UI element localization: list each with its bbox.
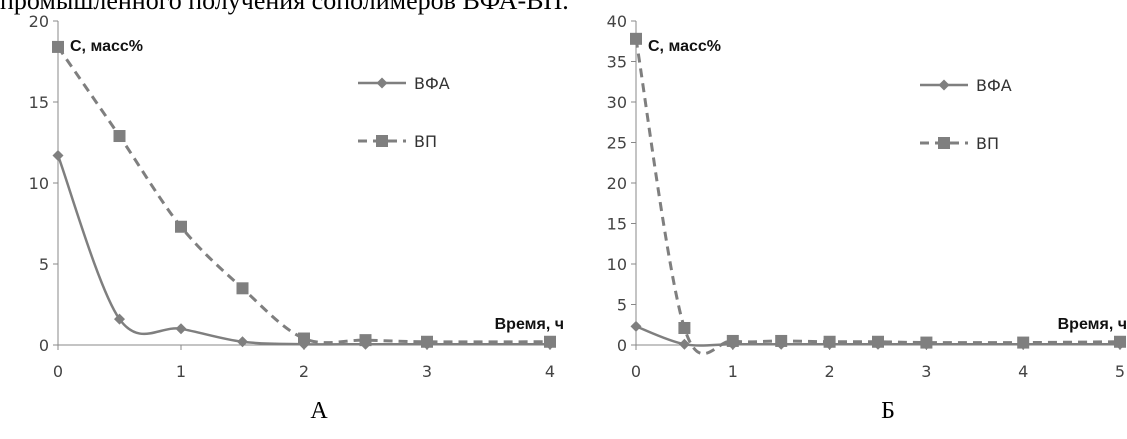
data-point-diamond	[630, 320, 642, 332]
x-axis-label: Время, ч	[495, 316, 564, 333]
data-point-square	[236, 282, 249, 295]
series-line-1	[56, 155, 550, 346]
x-tick-label: 4	[545, 362, 555, 381]
data-point-square	[920, 336, 933, 349]
series-line-2	[634, 38, 1121, 356]
data-point-diamond	[52, 149, 64, 161]
y-tick-label: 20	[29, 12, 49, 31]
data-point-diamond	[175, 323, 187, 335]
data-point-square	[359, 334, 372, 347]
data-point-diamond	[678, 338, 690, 350]
data-point-square	[298, 332, 310, 345]
y-tick-label: 35	[607, 53, 627, 72]
panel-label-a: А	[310, 398, 328, 424]
x-tick-label: 3	[921, 362, 931, 381]
legend-marker-diamond	[376, 77, 388, 89]
x-tick-label: 3	[422, 362, 432, 381]
x-tick-label: 0	[53, 362, 63, 381]
data-point-square	[726, 334, 739, 347]
data-point-square	[823, 335, 836, 348]
y-tick-label: 25	[607, 134, 627, 153]
y-tick-label: 10	[607, 255, 627, 274]
series-line-1	[635, 325, 1120, 347]
data-point-square	[52, 40, 64, 53]
data-point-square	[175, 220, 187, 233]
y-tick-label: 0	[617, 336, 627, 355]
caption-text: промышленного получения сополимеров ВФА-…	[0, 0, 569, 15]
y-axis-label: С, масс%	[648, 38, 721, 55]
y-tick-label: 0	[39, 336, 49, 355]
legend-marker-square	[376, 135, 388, 147]
y-tick-label: 5	[39, 255, 49, 274]
x-tick-label: 1	[728, 362, 738, 381]
legend-label: ВФА	[976, 76, 1012, 95]
y-axis-label: С, масс%	[70, 38, 143, 55]
y-tick-label: 10	[29, 174, 49, 193]
data-point-square	[872, 335, 884, 348]
legend-marker-diamond	[938, 79, 950, 91]
chart-b: 0 5 10 15 20 25 30 35 40 0 1 2 3 4 5 С, масс% Время, ч ВФ…	[607, 12, 1127, 381]
y-tick-label: 20	[607, 174, 627, 193]
y-tick-label: 30	[607, 93, 627, 112]
data-point-square	[544, 335, 556, 348]
data-point-square	[421, 335, 433, 348]
legend-label: ВП	[414, 132, 437, 151]
panel-label-b: Б	[881, 398, 895, 424]
data-point-square	[1017, 336, 1030, 349]
data-point-square	[775, 334, 788, 347]
data-point-square	[113, 130, 126, 143]
x-tick-label: 2	[299, 362, 309, 381]
y-tick-label: 15	[607, 215, 627, 234]
y-tick-label: 5	[617, 296, 627, 315]
data-point-square	[678, 321, 691, 334]
series-line-2	[56, 46, 551, 345]
x-tick-label: 4	[1018, 362, 1028, 381]
legend-label: ВП	[976, 134, 999, 153]
data-point-square	[1114, 335, 1126, 348]
x-tick-label: 0	[631, 362, 641, 381]
x-axis-label: Время, ч	[1058, 316, 1127, 333]
x-tick-label: 5	[1115, 362, 1125, 381]
data-point-diamond	[237, 336, 248, 348]
chart-a: 0 5 10 15 20 0 1 2 3 4 С, масс% Время, ч ВФА ВП	[29, 12, 564, 381]
x-tick-label: 1	[176, 362, 186, 381]
legend-label: ВФА	[414, 74, 450, 93]
data-point-square	[630, 32, 642, 45]
y-tick-label: 40	[607, 12, 627, 31]
x-tick-label: 2	[825, 362, 835, 381]
legend-marker-square	[938, 137, 950, 149]
data-point-diamond	[114, 313, 125, 325]
y-tick-label: 15	[29, 93, 49, 112]
